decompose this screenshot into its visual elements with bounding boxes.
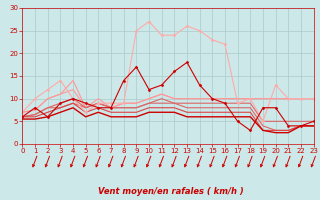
Text: Vent moyen/en rafales ( km/h ): Vent moyen/en rafales ( km/h ) (98, 187, 244, 196)
